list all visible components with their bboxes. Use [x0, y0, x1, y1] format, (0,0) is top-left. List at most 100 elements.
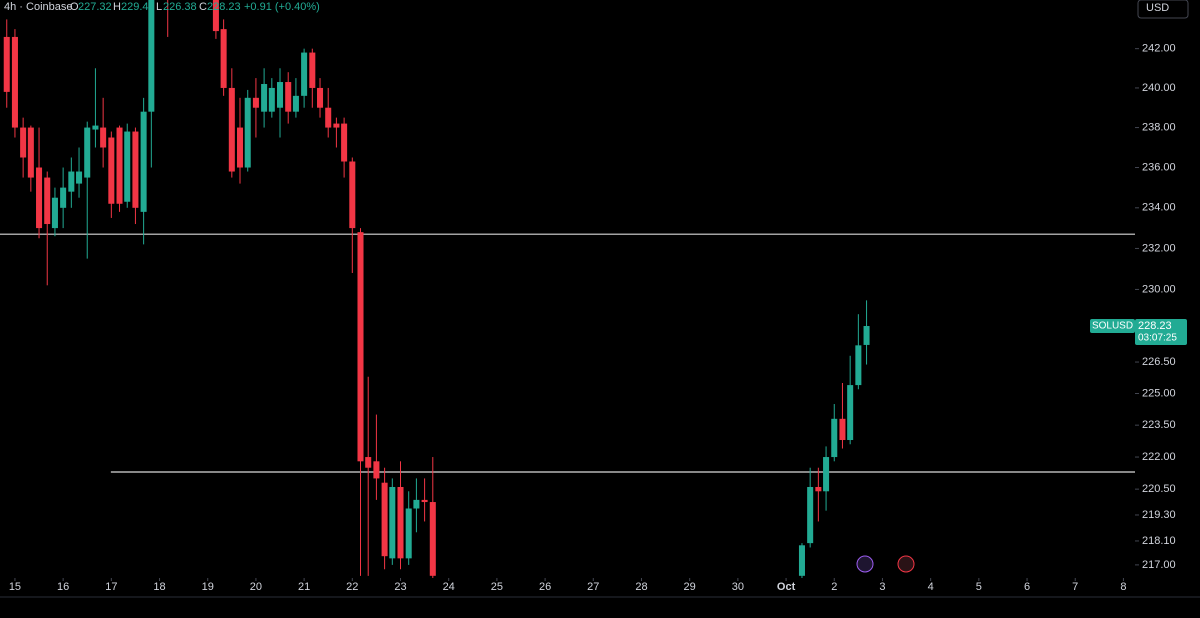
y-tick-label: 238.00 — [1142, 121, 1176, 133]
header: 4h · Coinbase O 227.32 H 229.47 L 226.38… — [4, 1, 320, 13]
candle-body — [807, 486, 814, 544]
candle-body — [228, 87, 235, 172]
candle-body — [11, 36, 18, 128]
candle-body — [285, 82, 292, 112]
candle-body — [220, 29, 227, 88]
x-tick-label: 27 — [587, 581, 599, 593]
y-tick-label: 223.50 — [1142, 419, 1176, 431]
candle-body — [389, 486, 396, 559]
candle-body — [325, 107, 332, 128]
event-icon[interactable] — [897, 555, 915, 573]
event-icons — [856, 555, 915, 573]
candle-body — [381, 482, 388, 557]
candle-body — [140, 111, 147, 212]
interval: 4h · Coinbase — [4, 1, 73, 13]
h-label: H — [113, 1, 121, 13]
candle-body — [36, 167, 43, 229]
o-label: O — [70, 1, 79, 13]
l-value: 226.38 — [163, 1, 197, 13]
currency-box[interactable] — [1137, 0, 1189, 19]
candle-body — [76, 171, 83, 184]
y-tick-label: 232.00 — [1142, 242, 1176, 254]
symbol-tag-box — [1090, 319, 1135, 334]
x-tick-label: 25 — [491, 581, 503, 593]
candle-body — [429, 502, 436, 576]
candle-body — [124, 131, 131, 202]
y-tick-label: 217.00 — [1142, 559, 1176, 571]
x-tick-label: 15 — [9, 581, 21, 593]
y-tick-label: 230.00 — [1142, 283, 1176, 295]
o-value: 227.32 — [78, 1, 112, 13]
candle-body — [309, 52, 316, 88]
x-tick-label: 17 — [105, 581, 117, 593]
candle-body — [116, 127, 123, 204]
candle-body — [60, 187, 67, 208]
x-tick-label: 2 — [831, 581, 837, 593]
event-icon[interactable] — [856, 555, 874, 573]
y-tick-label: 220.50 — [1142, 483, 1176, 495]
candle-body — [252, 97, 259, 108]
x-tick-label: 29 — [684, 581, 696, 593]
candle-body — [92, 125, 99, 130]
candle-body — [397, 486, 404, 559]
candle-body — [301, 52, 308, 96]
candle-body — [20, 127, 27, 158]
candle-body — [357, 232, 364, 462]
candle-body — [100, 127, 107, 148]
y-tick-label: 226.50 — [1142, 356, 1176, 368]
candle-body — [839, 418, 846, 441]
candle-body — [237, 127, 244, 168]
axes: 242.00 240.00 238.00 236.00 234.00 232.00 230.… — [9, 43, 1176, 593]
y-tick-label: 234.00 — [1142, 202, 1176, 214]
candle-body — [212, 0, 219, 32]
candle-body — [413, 499, 420, 509]
currency[interactable]: USD — [1146, 2, 1169, 14]
candle-body — [44, 177, 51, 225]
candle-body — [244, 97, 251, 168]
candle-body — [405, 508, 412, 559]
c-label: C — [199, 1, 207, 13]
candle-body — [3, 36, 10, 92]
x-tick-label: 18 — [153, 581, 165, 593]
x-tick-label: 3 — [879, 581, 885, 593]
candle-body — [261, 84, 268, 112]
h-value: 229.47 — [121, 1, 155, 13]
price-label: 228.23 — [1138, 320, 1172, 332]
candle-body — [815, 486, 822, 492]
x-tick-label: 7 — [1072, 581, 1078, 593]
y-tick-label: 225.00 — [1142, 387, 1176, 399]
candle-body — [341, 123, 348, 162]
y-tick-label: 236.00 — [1142, 161, 1176, 173]
countdown: 03:07:25 — [1138, 333, 1177, 344]
candle-body — [51, 197, 58, 229]
x-tick-label: 6 — [1024, 581, 1030, 593]
candle-body — [349, 161, 356, 229]
x-tick-label: Oct — [777, 581, 796, 593]
candle-body — [268, 87, 275, 112]
candle-body — [27, 127, 34, 178]
x-tick-label: 26 — [539, 581, 551, 593]
candle-body — [132, 131, 139, 208]
y-tick-label: 240.00 — [1142, 82, 1176, 94]
candle-body — [831, 418, 838, 458]
y-tick-label: 222.00 — [1142, 451, 1176, 463]
candle-body — [847, 385, 854, 441]
currency-button[interactable]: USD — [1137, 0, 1189, 19]
x-tick-label: 19 — [202, 581, 214, 593]
candle-body — [855, 345, 862, 386]
x-tick-label: 16 — [57, 581, 69, 593]
candle-body — [373, 461, 380, 479]
candle-body — [823, 457, 830, 492]
symbol-tag: SOLUSD — [1092, 321, 1133, 332]
x-tick-label: 5 — [976, 581, 982, 593]
y-tick-label: 219.30 — [1142, 509, 1176, 521]
candle-body — [277, 82, 284, 108]
x-tick-label: 8 — [1120, 581, 1126, 593]
x-tick-label: 4 — [928, 581, 934, 593]
x-tick-label: 22 — [346, 581, 358, 593]
candle-body — [421, 499, 428, 503]
